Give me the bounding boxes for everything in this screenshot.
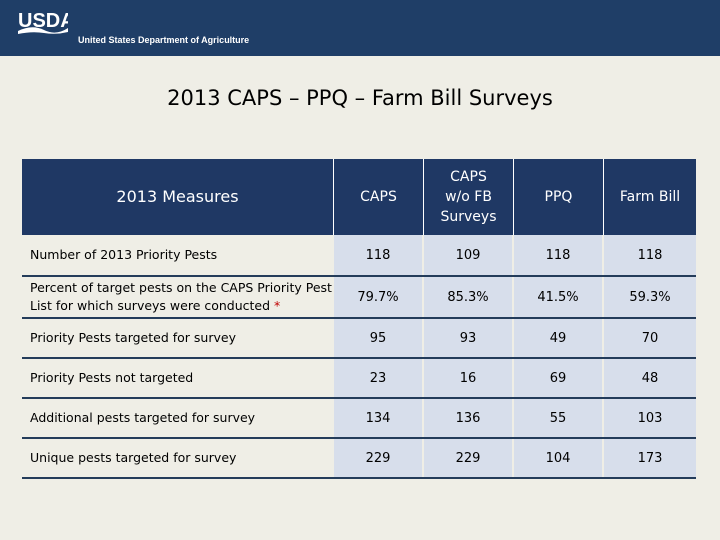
cell-additional-farm-bill: 103 [604,399,696,437]
cell-targeted-ppq: 49 [514,319,604,357]
cell-additional-caps: 134 [334,399,424,437]
col-header-measures: 2013 Measures [22,159,334,235]
usda-logo: USDA [18,10,68,34]
cell-percent-caps-wo-fb: 85.3% [424,277,514,317]
col-header-caps-wo-fb: CAPS w/o FB Surveys [424,159,514,235]
cell-priority-ppq: 118 [514,235,604,275]
col-header-ppq: PPQ [514,159,604,235]
cell-percent-farm-bill: 59.3% [604,277,696,317]
row-divider [22,275,696,277]
asterisk-marker: * [274,298,281,313]
row-label-additional: Additional pests targeted for survey [30,409,256,425]
cell-additional-ppq: 55 [514,399,604,437]
row-label-not-targeted: Priority Pests not targeted [30,369,194,385]
row-divider [22,477,696,479]
percent-target-label: Percent of target pests on the CAPS Prio… [30,279,334,315]
row-label-unique: Unique pests targeted for survey [30,449,237,465]
cell-unique-farm-bill: 173 [604,439,696,477]
cell-targeted-farm-bill: 70 [604,319,696,357]
cell-unique-caps-wo-fb: 229 [424,439,514,477]
cell-targeted-caps-wo-fb: 93 [424,319,514,357]
row-divider [22,437,696,439]
logo-swoosh [18,27,68,34]
cell-percent-ppq: 41.5% [514,277,604,317]
cell-additional-caps-wo-fb: 136 [424,399,514,437]
row-label-targeted: Priority Pests targeted for survey [30,329,236,345]
cell-not-targeted-caps: 23 [334,359,424,397]
cell-priority-caps-wo-fb: 109 [424,235,514,275]
cell-not-targeted-caps-wo-fb: 16 [424,359,514,397]
cell-unique-caps: 229 [334,439,424,477]
col-header-caps: CAPS [334,159,424,235]
cell-not-targeted-farm-bill: 48 [604,359,696,397]
cell-not-targeted-ppq: 69 [514,359,604,397]
row-divider [22,397,696,399]
page-title: 2013 CAPS – PPQ – Farm Bill Surveys [167,86,553,110]
percent-target-text: Percent of target pests on the CAPS Prio… [30,279,332,313]
cell-priority-caps: 118 [334,235,424,275]
usda-banner: USDA United States Department of Agricul… [0,0,720,56]
measures-table: 2013 Measures CAPS CAPS w/o FB Surveys P… [22,159,696,479]
cell-priority-farm-bill: 118 [604,235,696,275]
usda-logo-text: USDA [18,10,68,32]
row-label-priority-pests: Number of 2013 Priority Pests [30,246,218,262]
row-divider [22,357,696,359]
cell-percent-caps: 79.7% [334,277,424,317]
col-header-farm-bill: Farm Bill [604,159,696,235]
cell-unique-ppq: 104 [514,439,604,477]
agency-name: United States Department of Agriculture [78,35,250,45]
row-divider [22,317,696,319]
cell-targeted-caps: 95 [334,319,424,357]
row-label-percent-target: Percent of target pests on the CAPS Prio… [22,277,334,317]
